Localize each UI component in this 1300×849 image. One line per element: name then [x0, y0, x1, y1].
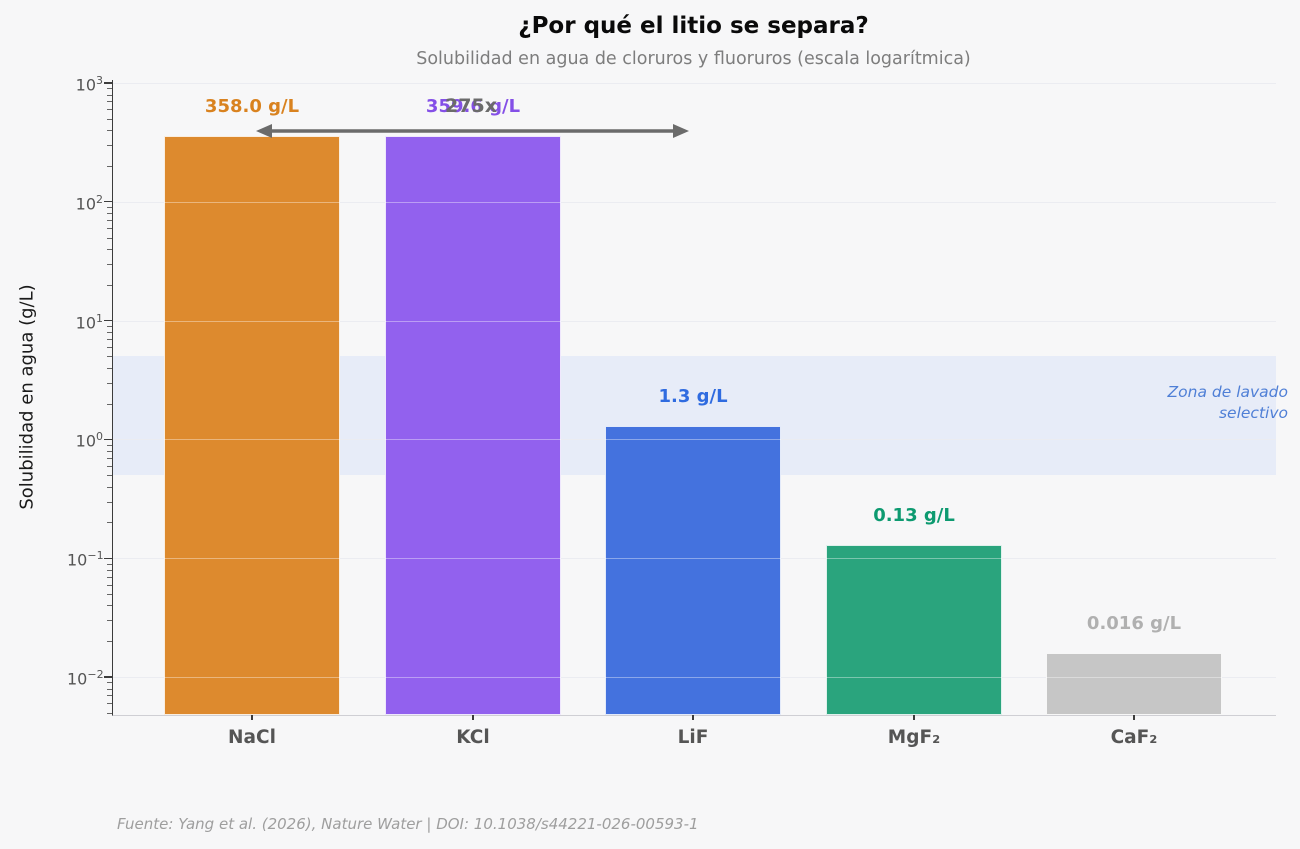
band-label-line2: selectivo [1218, 404, 1288, 422]
y-minor-tick [107, 130, 112, 132]
y-minor-tick [107, 501, 112, 503]
y-minor-tick [107, 695, 112, 697]
y-minor-tick [107, 166, 112, 168]
gridline-overlay [113, 201, 1276, 203]
y-minor-tick [107, 703, 112, 705]
y-minor-tick [107, 465, 112, 467]
y-minor-tick [107, 444, 112, 446]
gridline-overlay [113, 677, 1276, 678]
gridline [113, 201, 1276, 203]
y-minor-tick [107, 403, 112, 405]
y-minor-tick [107, 326, 112, 328]
y-minor-tick [107, 712, 112, 714]
y-axis-label: Solubilidad en agua (g/L) [16, 284, 38, 510]
bar-lif [605, 425, 781, 715]
y-minor-tick [107, 367, 112, 369]
y-major-tick [104, 201, 112, 203]
y-tick-label: 101 [75, 311, 103, 332]
y-minor-tick [107, 682, 112, 684]
y-minor-tick [107, 688, 112, 690]
gridline-overlay [113, 558, 1276, 560]
y-tick-label: 10−1 [67, 549, 104, 570]
y-minor-tick [107, 339, 112, 340]
y-minor-tick [107, 620, 112, 622]
ratio-annotation: 275x [445, 95, 497, 117]
ratio-arrow [256, 124, 689, 138]
gridline [113, 83, 1276, 84]
y-minor-tick [107, 284, 112, 286]
x-tick [913, 715, 915, 720]
y-minor-tick [107, 228, 112, 230]
y-minor-tick [107, 593, 112, 595]
y-major-tick [104, 676, 112, 678]
gridline-overlay [113, 320, 1276, 322]
x-tick-label: CaF₂ [1110, 727, 1158, 748]
y-tick-label: 103 [75, 74, 103, 95]
y-minor-tick [107, 450, 112, 452]
value-label: 0.13 g/L [873, 504, 955, 526]
x-tick [1133, 715, 1135, 720]
y-minor-tick [107, 213, 112, 215]
y-minor-tick [107, 522, 112, 524]
bar-caf [1046, 652, 1222, 715]
x-tick [472, 715, 474, 720]
y-minor-tick [107, 563, 112, 565]
y-major-tick [104, 438, 112, 441]
value-label: 1.3 g/L [658, 385, 728, 407]
bar-kcl [385, 135, 561, 715]
y-minor-tick [107, 263, 112, 265]
gridline-overlay [113, 439, 1276, 441]
band-label-line1: Zona de lavado [1167, 383, 1288, 401]
y-tick-label: 102 [75, 192, 103, 214]
gridline [113, 320, 1276, 322]
y-minor-tick [107, 356, 112, 358]
y-minor-tick [107, 101, 112, 103]
chart-subtitle: Solubilidad en agua de cloruros y fluoru… [416, 49, 971, 69]
y-minor-tick [107, 109, 112, 111]
gridline-overlay [113, 83, 1276, 84]
y-minor-tick [107, 249, 112, 251]
y-minor-tick [107, 88, 112, 90]
x-tick-label: KCl [456, 727, 490, 748]
band-label: Zona de lavado selectivo [1168, 382, 1288, 424]
y-minor-tick [107, 605, 112, 607]
y-minor-tick [107, 237, 112, 239]
value-label: 0.016 g/L [1086, 612, 1182, 634]
y-major-tick [104, 319, 112, 322]
value-label: 358.0 g/L [204, 95, 300, 117]
plot-area: Zona de lavado selectivo 275x 103 102 101 1… [67, 75, 1288, 748]
y-minor-tick [107, 576, 112, 578]
x-tick [692, 715, 694, 720]
y-minor-tick [107, 145, 112, 147]
y-minor-tick [107, 569, 112, 571]
y-tick-label: 100 [75, 430, 103, 451]
y-major-tick [104, 557, 112, 559]
y-minor-tick [107, 486, 112, 488]
x-tick-label: LiF [677, 727, 709, 748]
y-minor-tick [107, 220, 112, 222]
y-minor-tick [107, 382, 112, 384]
y-major-tick [104, 82, 112, 84]
x-tick [251, 715, 253, 720]
y-minor-tick [107, 346, 112, 348]
y-minor-tick [107, 584, 112, 586]
bar-nacl [164, 135, 340, 715]
y-minor-tick [107, 457, 112, 459]
source-note: Fuente: Yang et al. (2026), Nature Water… [117, 815, 699, 833]
y-minor-tick [107, 118, 112, 120]
y-minor-tick [107, 332, 112, 334]
y-minor-tick [107, 641, 112, 643]
chart-title: ¿Por qué el litio se separa? [518, 13, 869, 39]
x-tick-label: MgF₂ [887, 727, 941, 748]
x-tick-label: NaCl [228, 727, 276, 748]
value-label: 359.6 g/L [425, 95, 521, 117]
bar-mgf [826, 544, 1002, 715]
y-minor-tick [107, 94, 112, 96]
y-minor-tick [107, 475, 112, 477]
y-minor-tick [107, 207, 112, 209]
y-tick-label: 10−2 [67, 668, 104, 689]
